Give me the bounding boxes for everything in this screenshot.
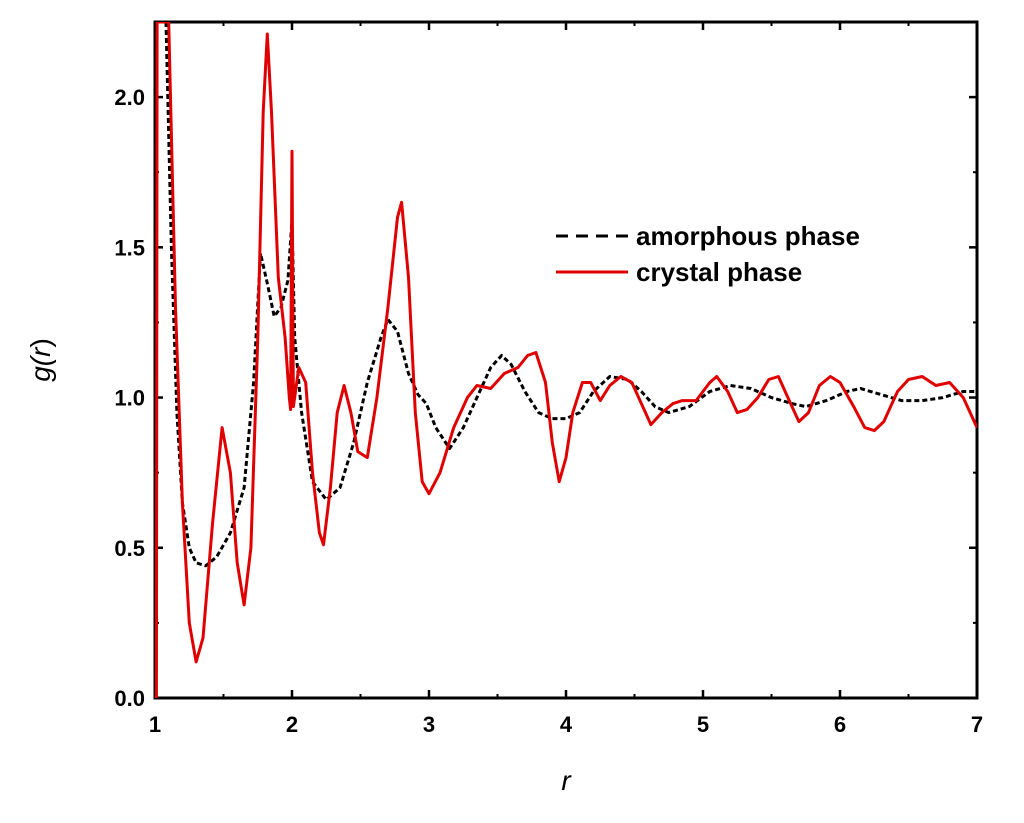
x-tick-label: 3: [423, 712, 435, 737]
x-tick-label: 5: [697, 712, 709, 737]
series-layer: [155, 22, 977, 698]
x-tick-label: 4: [560, 712, 573, 737]
y-tick-label: 1.5: [114, 235, 145, 260]
y-axis-title: g(r): [25, 338, 56, 382]
axis-ticks: 1 2 3 4 5 6 7 0.0 0.5 1.0 1.5 2.0: [114, 21, 983, 737]
y-tick-label: 2.0: [114, 85, 145, 110]
legend: amorphous phase crystal phase: [556, 221, 860, 287]
x-tick-label: 2: [286, 712, 298, 737]
y-tick-label: 0.0: [114, 686, 145, 711]
x-axis-title: r: [561, 765, 572, 796]
x-tick-label: 6: [834, 712, 846, 737]
y-tick-label: 0.5: [114, 536, 145, 561]
x-tick-label: 1: [149, 712, 161, 737]
series-line-crystal: [155, 22, 977, 698]
x-tick-label: 7: [971, 712, 983, 737]
legend-label-crystal: crystal phase: [636, 257, 802, 287]
legend-label-amorphous: amorphous phase: [636, 221, 860, 251]
y-tick-label: 1.0: [114, 386, 145, 411]
series-line-amorphous: [164, 22, 977, 568]
plot-frame: [153, 20, 979, 700]
